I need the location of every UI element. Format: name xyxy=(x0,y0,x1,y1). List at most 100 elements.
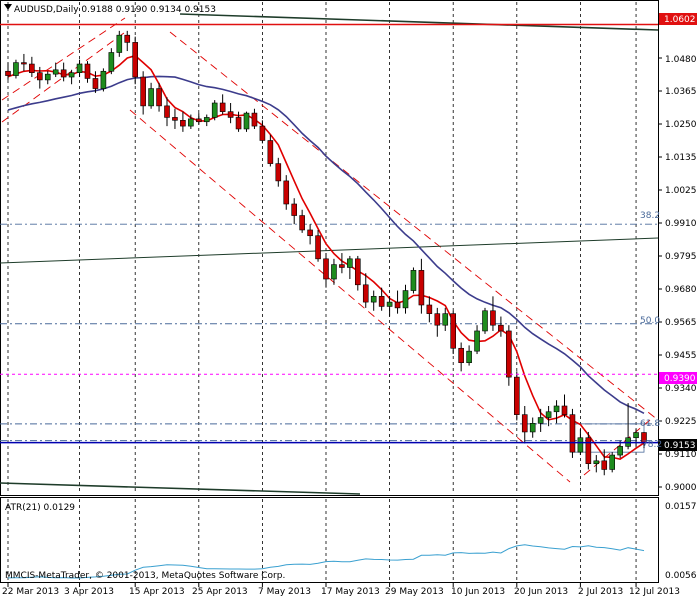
candle-body xyxy=(219,102,226,112)
candle-body xyxy=(466,350,472,364)
candle-body xyxy=(36,72,43,81)
candle-body xyxy=(299,215,305,231)
candle-body xyxy=(243,112,250,130)
candle-body xyxy=(474,330,480,352)
atr-line xyxy=(7,544,645,579)
candle-body xyxy=(92,78,99,89)
candle-body xyxy=(577,437,584,453)
candle-body xyxy=(418,270,425,306)
candle-body xyxy=(156,88,162,107)
date-label: 3 Apr 2013 xyxy=(64,587,114,597)
candle-body xyxy=(434,313,441,326)
copyright-footer: MMCIS-MetaTrader, © 2001-2013, MetaQuote… xyxy=(5,571,285,581)
candles-layer xyxy=(5,30,647,476)
candle-body xyxy=(68,72,75,78)
price-label: 0.9795 xyxy=(665,252,697,262)
atr-scale-label: 0.0056 xyxy=(665,571,697,581)
level-badge-red: 1.0602 xyxy=(659,13,697,25)
triangle-down-icon[interactable] xyxy=(4,4,12,10)
candle-body xyxy=(378,296,385,307)
candle-body xyxy=(482,310,488,332)
badge-bg xyxy=(659,439,697,451)
candle-body xyxy=(172,117,178,121)
price-label: 1.0025 xyxy=(665,186,697,196)
candle-body xyxy=(410,270,417,291)
candle-body xyxy=(617,446,623,456)
date-label: 7 May 2013 xyxy=(258,587,311,597)
candle-body xyxy=(100,70,107,89)
price-label: 1.0250 xyxy=(665,120,697,130)
falling-channel-lower xyxy=(129,109,571,483)
candle-body xyxy=(354,258,361,286)
candle-body xyxy=(386,301,393,307)
candle-body xyxy=(307,229,313,237)
candle-body xyxy=(426,304,433,314)
date-axis: 22 Mar 2013 3 Apr 2013 15 Apr 2013 25 Ap… xyxy=(2,587,680,597)
price-label: 0.9110 xyxy=(665,450,697,460)
candle-body xyxy=(553,405,560,413)
fib-label: 38.2 xyxy=(640,211,660,221)
candle-body xyxy=(506,330,512,378)
candle-body xyxy=(331,264,337,280)
candle-body xyxy=(5,70,11,76)
candle-body xyxy=(211,102,218,118)
candle-body xyxy=(339,264,345,268)
candle-body xyxy=(235,117,242,130)
price-label: 0.9000 xyxy=(665,483,697,493)
candle-body xyxy=(188,118,194,127)
price-axis: 1.0480 1.0365 1.0250 1.0135 1.0025 0.991… xyxy=(665,55,697,493)
trend-line xyxy=(179,13,659,31)
date-label: 22 Mar 2013 xyxy=(2,587,59,597)
price-label: 1.0135 xyxy=(665,153,697,163)
candle-body xyxy=(537,417,544,424)
trend-line xyxy=(0,482,361,495)
candle-body xyxy=(227,111,234,118)
candle-body xyxy=(529,423,536,433)
candle-body xyxy=(450,313,457,349)
symbol-header: AUDUSD,Daily 0.9188 0.9190 0.9134 0.9153 xyxy=(14,5,216,15)
badge-text: 1.0602 xyxy=(664,15,696,25)
candle-body xyxy=(490,310,496,326)
candle-body xyxy=(60,69,67,78)
candle-body xyxy=(21,62,27,65)
date-label: 25 Apr 2013 xyxy=(192,587,248,597)
candle-body xyxy=(323,258,329,280)
candle-body xyxy=(164,105,170,118)
price-label: 0.9565 xyxy=(665,318,697,328)
atr-label: ATR(21) 0.0129 xyxy=(5,503,75,513)
candle-body xyxy=(291,203,298,216)
badge-text: 0.9390 xyxy=(664,374,696,384)
candle-body xyxy=(116,34,123,53)
atr-scale-label: 0.0157 xyxy=(665,502,697,512)
candle-body xyxy=(132,42,138,78)
date-label: 10 Jun 2013 xyxy=(451,587,505,597)
candle-body xyxy=(283,180,290,205)
candle-body xyxy=(29,63,35,73)
candle-body xyxy=(148,88,154,107)
candle-body xyxy=(513,376,520,415)
price-label: 0.9225 xyxy=(665,417,697,427)
candle-body xyxy=(124,34,131,43)
date-label: 15 Apr 2013 xyxy=(129,587,185,597)
levels-layer xyxy=(0,23,658,444)
candle-body xyxy=(76,63,83,73)
candle-body xyxy=(593,460,600,465)
candle-body xyxy=(394,301,401,309)
fib-label: 78.2 xyxy=(642,440,662,450)
candle-body xyxy=(585,437,592,465)
candle-body xyxy=(561,405,568,415)
candle-body xyxy=(442,313,449,326)
candle-body xyxy=(402,290,409,309)
price-label: 0.9340 xyxy=(665,384,697,394)
candle-body xyxy=(315,235,321,260)
candle-body xyxy=(267,140,274,164)
price-label: 1.0480 xyxy=(665,55,697,65)
price-label: 0.9680 xyxy=(665,285,697,295)
candle-body xyxy=(609,454,616,470)
date-label: 29 May 2013 xyxy=(385,587,444,597)
price-label: 0.9910 xyxy=(665,219,697,229)
candle-body xyxy=(498,324,504,332)
candle-body xyxy=(370,296,377,303)
